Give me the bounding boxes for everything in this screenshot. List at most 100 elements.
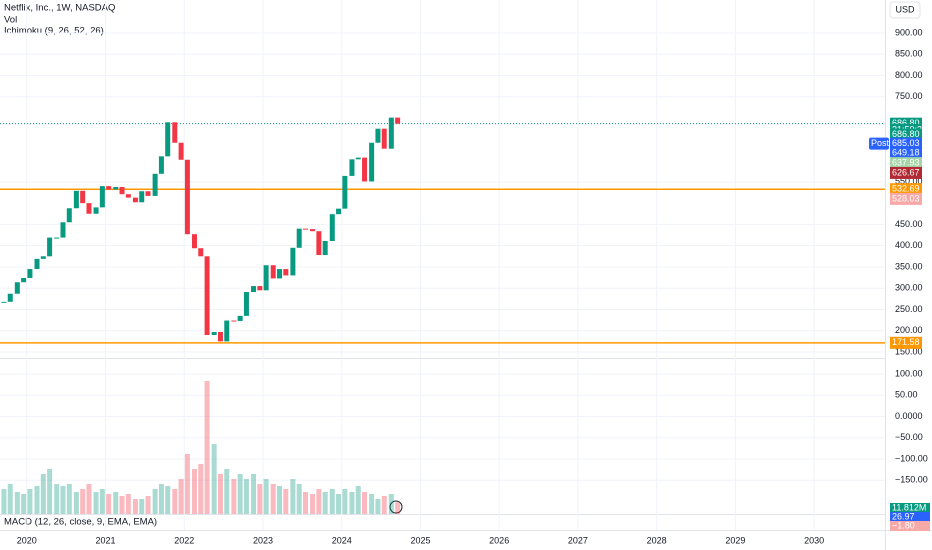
candle xyxy=(349,159,355,176)
volume-bar xyxy=(54,484,60,514)
candle xyxy=(231,320,237,322)
volume-bar xyxy=(165,486,171,514)
candle xyxy=(322,240,328,256)
macd-tick-label: −50.00 xyxy=(895,432,923,442)
currency[interactable]: USD xyxy=(895,4,915,14)
candle xyxy=(60,222,66,238)
volume-bar xyxy=(184,454,190,514)
candle xyxy=(54,237,60,239)
volume-bar xyxy=(302,492,308,514)
candle xyxy=(165,122,171,157)
macd-tick-label: −100.00 xyxy=(895,453,928,463)
macd-tick-label: 0.0000 xyxy=(895,411,923,421)
event-icon[interactable] xyxy=(389,500,403,514)
candle xyxy=(316,231,322,256)
price-label: 637.93 xyxy=(892,158,920,168)
price-label-box xyxy=(890,157,922,170)
macd-tick-label: −150.00 xyxy=(895,475,928,485)
candle xyxy=(270,265,276,279)
volume-bar xyxy=(99,489,105,514)
x-tick-label: 2028 xyxy=(647,535,667,545)
price-label-box xyxy=(890,147,922,160)
y-tick-label: 450.00 xyxy=(895,219,923,229)
y-tick-label: 400.00 xyxy=(895,240,923,250)
volume-bar xyxy=(27,489,33,514)
candle xyxy=(329,214,335,241)
x-tick-label: 2030 xyxy=(804,535,824,545)
indicator-label: Vol xyxy=(4,15,17,26)
price-label: 649.18 xyxy=(892,148,920,158)
volume-bar xyxy=(270,484,276,514)
volume-bar xyxy=(381,496,387,514)
candle xyxy=(66,208,72,223)
candle xyxy=(119,186,125,195)
candle xyxy=(139,191,145,203)
candle xyxy=(14,282,20,294)
candle xyxy=(1,301,7,303)
volume-bar xyxy=(322,492,328,514)
candle xyxy=(243,292,249,316)
price-label: 686.80 xyxy=(892,129,920,139)
x-tick-label: 2022 xyxy=(174,535,194,545)
candle xyxy=(113,186,119,190)
volume-bar xyxy=(342,489,348,514)
volume-bar xyxy=(362,492,368,514)
x-tick-label: 2025 xyxy=(410,535,430,545)
volume-bar xyxy=(336,494,342,514)
volume-bar xyxy=(40,474,46,514)
candle xyxy=(355,157,361,160)
volume-bar xyxy=(113,492,119,514)
candle xyxy=(158,156,164,174)
candle xyxy=(381,128,387,149)
candle xyxy=(251,286,257,293)
price-label-box xyxy=(890,192,922,205)
candle xyxy=(290,247,296,276)
price-label: 685.03 xyxy=(892,138,920,148)
candle xyxy=(302,228,308,230)
post-tag-box xyxy=(869,137,889,150)
price-label-box xyxy=(890,166,922,179)
volume-bar xyxy=(369,494,375,514)
volume-bar xyxy=(316,489,322,514)
volume-bar xyxy=(119,496,125,514)
x-tick-label: 2029 xyxy=(725,535,745,545)
macd-tick-label: 100.00 xyxy=(895,368,923,378)
price-label-box xyxy=(890,137,922,150)
volume-bar xyxy=(21,494,27,514)
x-tick-label: 2020 xyxy=(17,535,37,545)
symbol-title: Netflix, Inc., 1W, NASDAQ xyxy=(4,3,115,14)
candle xyxy=(395,117,401,124)
volume-bar xyxy=(211,444,217,514)
volume-bar xyxy=(257,484,263,514)
volume-bar xyxy=(310,494,316,514)
volume-bar xyxy=(263,479,269,514)
candle xyxy=(211,332,217,335)
volume-bar xyxy=(251,474,257,514)
candle xyxy=(152,173,158,196)
candle xyxy=(21,277,27,283)
volume-bar xyxy=(139,499,145,514)
price-label: 532.69 xyxy=(892,184,920,194)
price-label: 171.58 xyxy=(892,337,920,347)
candle xyxy=(191,234,197,249)
candle xyxy=(106,186,112,190)
volume-bar xyxy=(296,484,302,514)
candle xyxy=(40,256,46,259)
volume-bar xyxy=(80,489,86,514)
volume-bar xyxy=(1,489,7,514)
candle xyxy=(369,142,375,182)
currency-button[interactable] xyxy=(889,1,921,19)
macd-label-box xyxy=(890,512,930,522)
volume-bar xyxy=(277,486,283,514)
candle xyxy=(47,237,53,257)
macd-label: MACD (12, 26, close, 9, EMA, EMA) xyxy=(4,517,157,528)
volume-bar xyxy=(86,484,92,514)
volume-bar xyxy=(224,469,230,514)
candle xyxy=(224,320,230,342)
y-tick-label: 900.00 xyxy=(895,27,923,37)
price-label: 528.03 xyxy=(892,193,920,203)
y-tick-label: 350.00 xyxy=(895,261,923,271)
volume-bar xyxy=(198,464,204,514)
y-tick-label: 300.00 xyxy=(895,283,923,293)
